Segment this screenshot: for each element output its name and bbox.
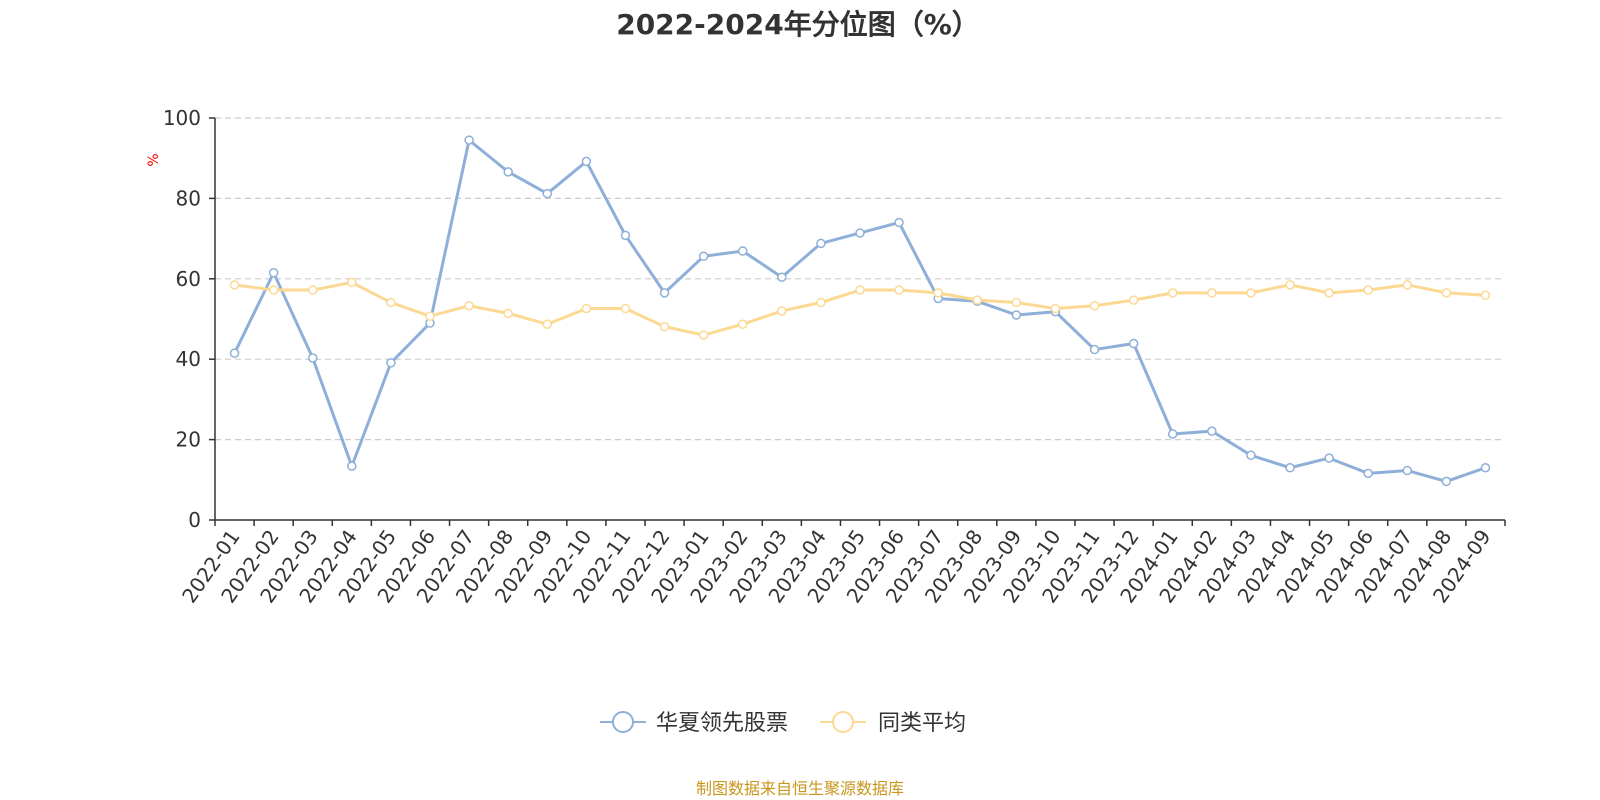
y-tick-label: 20: [176, 428, 201, 452]
data-point: [386, 358, 396, 368]
data-point: [1402, 465, 1413, 476]
data-point: [268, 285, 279, 295]
data-point: [1402, 280, 1413, 290]
data-point: [347, 277, 357, 288]
axes: 0204060801002022-012022-022022-032022-04…: [163, 106, 1506, 607]
legend-item[interactable]: 同类平均: [820, 711, 966, 736]
series-lines: [229, 135, 1491, 487]
data-point: [386, 297, 396, 308]
data-point: [307, 285, 318, 295]
data-point: [1128, 338, 1139, 349]
series-2: [229, 277, 1491, 340]
data-point: [229, 348, 240, 358]
data-point: [542, 319, 553, 329]
data-point: [1285, 462, 1295, 473]
data-source-note: 制图数据来自恒生聚源数据库: [696, 779, 904, 798]
data-point: [503, 308, 513, 319]
legend[interactable]: 华夏领先股票 同类平均: [600, 711, 966, 736]
gridlines: [215, 117, 1505, 441]
data-point: [503, 167, 513, 177]
y-tick-label: 0: [188, 508, 201, 532]
data-point: [1480, 462, 1491, 473]
data-point: [972, 295, 983, 305]
data-point: [737, 319, 748, 329]
data-point: [1207, 426, 1217, 436]
data-point: [542, 188, 553, 199]
data-point: [855, 285, 865, 295]
data-point: [777, 272, 787, 282]
data-point: [1011, 297, 1022, 308]
data-point: [1441, 476, 1452, 487]
data-point: [347, 461, 357, 471]
data-point: [1089, 300, 1100, 311]
data-point: [1011, 310, 1022, 320]
data-point: [268, 268, 279, 278]
y-tick-label: 80: [176, 186, 201, 210]
data-point: [620, 230, 631, 241]
data-point: [894, 285, 904, 295]
data-point: [1089, 344, 1100, 355]
y-axis-unit-label: %: [146, 153, 162, 166]
data-point: [229, 280, 240, 290]
data-point: [1246, 288, 1256, 298]
legend-label: 华夏领先股票: [656, 711, 788, 736]
data-point: [581, 156, 592, 167]
y-tick-label: 100: [163, 106, 201, 130]
data-point: [1480, 290, 1491, 301]
legend-marker-icon: [612, 711, 634, 733]
data-point: [816, 297, 826, 308]
data-point: [777, 306, 787, 316]
data-point: [933, 288, 943, 298]
series-1: [229, 135, 1491, 487]
data-point: [1128, 295, 1139, 305]
data-point: [855, 228, 865, 238]
data-point: [698, 330, 709, 340]
data-point: [307, 353, 318, 363]
data-point: [659, 321, 670, 332]
data-point: [737, 246, 748, 256]
series-line: [233, 138, 1486, 483]
data-point: [816, 238, 826, 249]
data-point: [581, 303, 592, 314]
data-point: [464, 135, 474, 145]
data-point: [1050, 303, 1061, 314]
data-point: [698, 251, 709, 262]
legend-item[interactable]: 华夏领先股票: [600, 711, 788, 736]
data-point: [659, 288, 670, 298]
chart-title: 2022-2024年分位图（%）: [616, 8, 980, 41]
data-point: [1363, 468, 1373, 479]
y-tick-label: 40: [176, 347, 201, 371]
data-point: [1246, 450, 1256, 461]
data-point: [1167, 288, 1178, 298]
data-point: [1363, 285, 1373, 295]
data-point: [1285, 280, 1295, 290]
legend-label: 同类平均: [878, 711, 966, 736]
data-point: [425, 311, 435, 321]
data-point: [1441, 288, 1452, 298]
data-point: [1324, 288, 1334, 298]
y-tick-label: 60: [176, 267, 201, 291]
data-point: [620, 303, 631, 314]
data-point: [464, 300, 474, 311]
data-point: [1207, 288, 1217, 298]
data-point: [1324, 453, 1334, 463]
data-point: [894, 217, 904, 228]
data-point: [1167, 429, 1178, 439]
legend-marker-icon: [832, 711, 854, 733]
